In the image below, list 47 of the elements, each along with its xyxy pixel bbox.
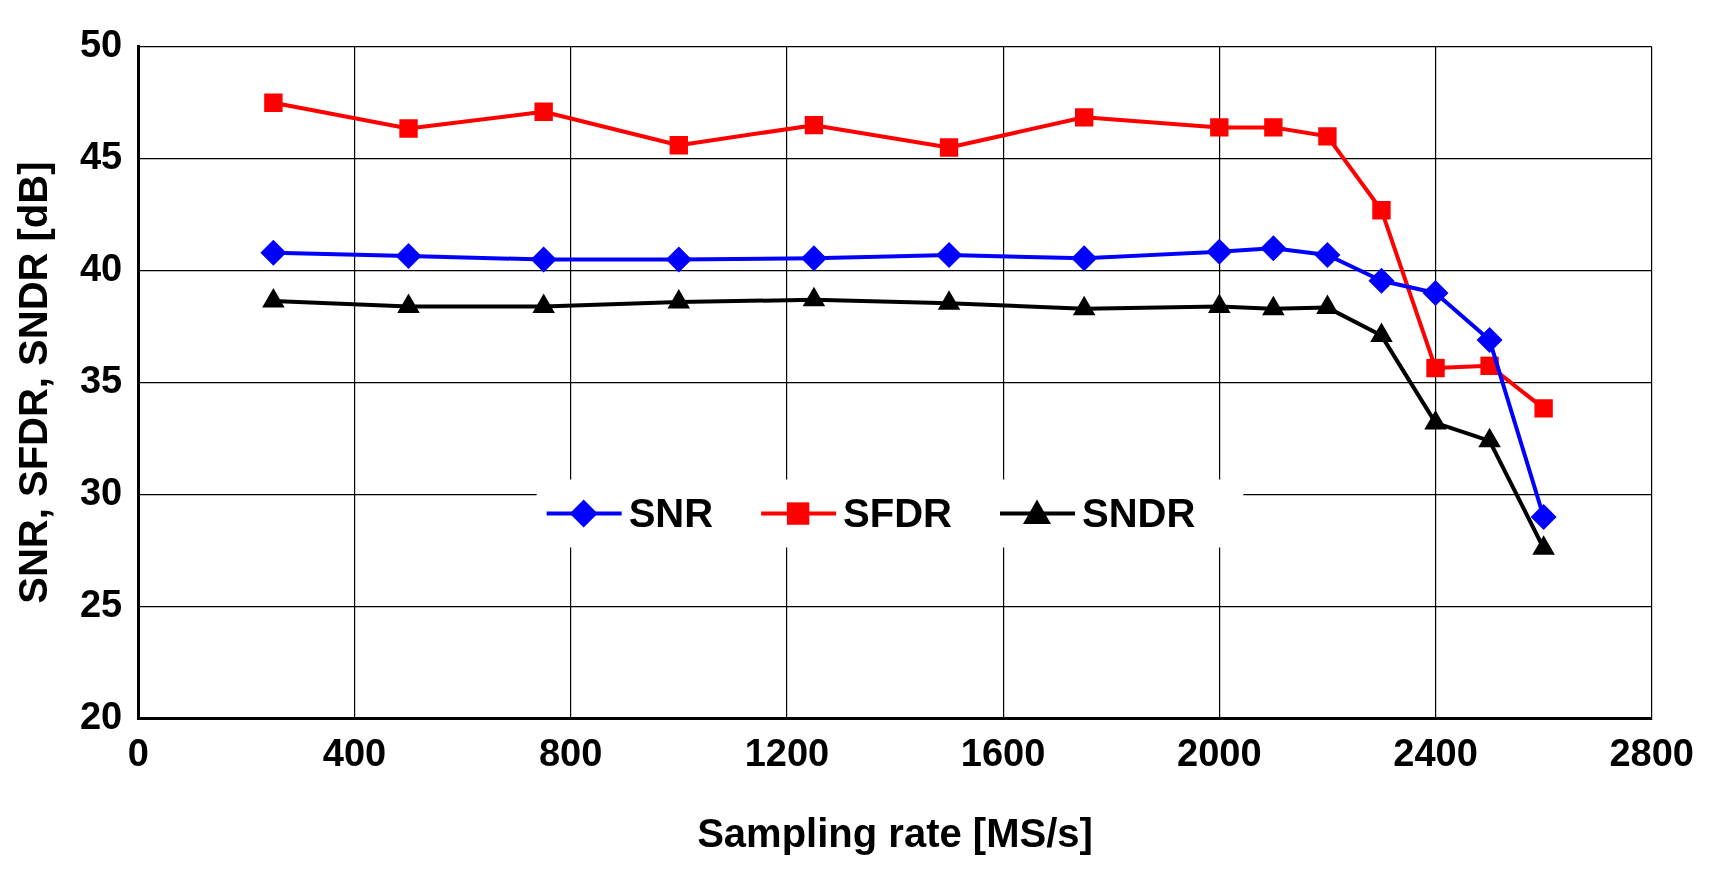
- point: [1318, 127, 1337, 146]
- point: [1074, 108, 1094, 127]
- x-tick-label: 0: [127, 731, 149, 774]
- point: [1476, 327, 1503, 354]
- x-tick-label: 400: [322, 731, 387, 774]
- x-tick-label: 1600: [960, 731, 1046, 774]
- y-axis-title: SNR, SFDR, SNDR [dB]: [11, 161, 56, 604]
- x-tick-label: 1200: [744, 731, 830, 774]
- legend-label: SNR: [628, 490, 714, 535]
- y-tick-label: 30: [79, 471, 123, 514]
- point: [395, 243, 422, 270]
- point: [399, 119, 418, 138]
- point: [1260, 235, 1287, 262]
- point: [1206, 238, 1233, 265]
- x-tick-label: 800: [538, 731, 603, 774]
- point: [1264, 118, 1283, 137]
- point: [939, 138, 959, 157]
- y-tick-label: 20: [79, 694, 123, 737]
- x-tick-label: 2800: [1609, 731, 1695, 774]
- point: [936, 242, 963, 268]
- point: [1534, 399, 1553, 418]
- point: [1372, 201, 1391, 220]
- point: [1071, 245, 1098, 272]
- legend-label: SNDR: [1082, 490, 1196, 535]
- x-tick-label: 2000: [1177, 731, 1262, 774]
- point: [1210, 118, 1229, 137]
- point: [669, 136, 688, 155]
- point: [534, 102, 553, 121]
- point: [264, 93, 283, 112]
- x-axis-title: Sampling rate [MS/s]: [697, 811, 1093, 856]
- y-tick-label: 25: [79, 582, 123, 625]
- point: [1368, 267, 1395, 294]
- point: [800, 245, 827, 272]
- legend-label: SFDR: [843, 490, 953, 535]
- point: [665, 246, 692, 273]
- point: [1530, 503, 1557, 530]
- point: [530, 246, 557, 273]
- y-tick-label: 35: [79, 359, 123, 402]
- y-tick-label: 50: [79, 23, 123, 66]
- point: [1422, 280, 1449, 307]
- y-tick-label: 40: [79, 247, 123, 290]
- point: [260, 239, 287, 266]
- point: [1426, 358, 1445, 378]
- x-tick-label: 2400: [1393, 731, 1478, 774]
- point: [804, 115, 824, 135]
- point: [1314, 242, 1341, 268]
- y-tick-label: 45: [79, 135, 123, 178]
